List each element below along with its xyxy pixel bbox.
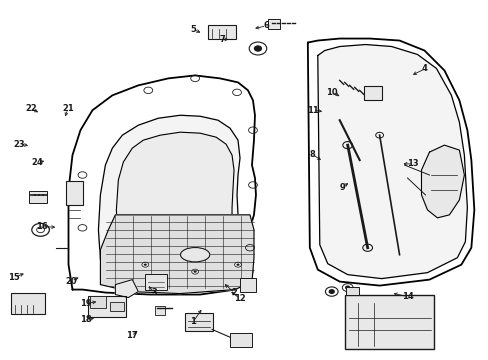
Text: 19: 19	[80, 299, 92, 308]
Polygon shape	[307, 39, 473, 285]
Text: 13: 13	[406, 159, 418, 168]
FancyBboxPatch shape	[344, 294, 433, 349]
Text: 11: 11	[306, 105, 318, 114]
Polygon shape	[317, 45, 467, 279]
FancyBboxPatch shape	[88, 296, 126, 318]
Circle shape	[236, 264, 239, 266]
Circle shape	[143, 264, 146, 266]
Text: 17: 17	[125, 332, 137, 341]
Text: 15: 15	[8, 273, 20, 282]
Polygon shape	[116, 132, 234, 264]
Circle shape	[328, 290, 333, 293]
FancyBboxPatch shape	[90, 296, 106, 307]
Text: 2: 2	[231, 288, 237, 297]
Text: 1: 1	[190, 317, 196, 326]
Circle shape	[254, 46, 261, 51]
FancyBboxPatch shape	[65, 181, 83, 205]
Text: 7: 7	[219, 35, 224, 44]
Text: 9: 9	[339, 183, 344, 192]
Ellipse shape	[180, 248, 209, 262]
FancyBboxPatch shape	[145, 274, 167, 289]
Polygon shape	[98, 115, 240, 278]
FancyBboxPatch shape	[267, 19, 279, 28]
FancyBboxPatch shape	[185, 314, 213, 332]
FancyBboxPatch shape	[363, 86, 381, 100]
Polygon shape	[421, 145, 464, 218]
FancyBboxPatch shape	[155, 306, 165, 315]
FancyBboxPatch shape	[110, 302, 124, 311]
Text: 4: 4	[421, 64, 427, 73]
FancyBboxPatch shape	[29, 191, 46, 203]
Polygon shape	[100, 215, 253, 293]
Text: 16: 16	[36, 222, 48, 231]
Text: 8: 8	[309, 150, 315, 159]
Circle shape	[193, 271, 196, 273]
Text: 3: 3	[151, 288, 157, 297]
FancyBboxPatch shape	[345, 287, 359, 294]
Text: 6: 6	[263, 21, 269, 30]
Circle shape	[345, 286, 349, 289]
Text: 5: 5	[190, 25, 196, 34]
Polygon shape	[68, 75, 255, 294]
Text: 22: 22	[25, 104, 37, 113]
Text: 24: 24	[31, 158, 43, 167]
Text: 23: 23	[13, 140, 25, 149]
Text: 10: 10	[326, 87, 337, 96]
FancyBboxPatch shape	[240, 278, 255, 292]
Text: 14: 14	[401, 292, 413, 301]
FancyBboxPatch shape	[229, 333, 251, 347]
Text: 21: 21	[62, 104, 74, 113]
Text: 20: 20	[65, 276, 77, 285]
Text: 12: 12	[233, 294, 245, 303]
Polygon shape	[115, 280, 138, 298]
FancyBboxPatch shape	[11, 293, 44, 315]
FancyBboxPatch shape	[208, 24, 236, 39]
Text: 18: 18	[80, 315, 92, 324]
